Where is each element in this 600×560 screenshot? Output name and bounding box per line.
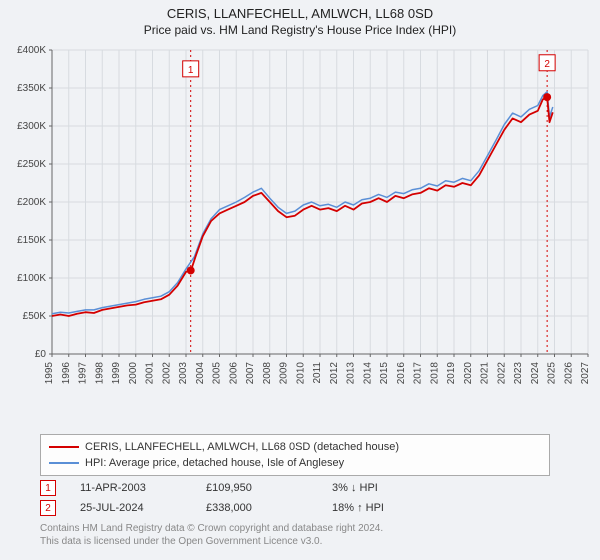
svg-text:2018: 2018 (429, 362, 440, 385)
page-subtitle: Price paid vs. HM Land Registry's House … (0, 23, 600, 37)
svg-text:£350K: £350K (17, 83, 46, 94)
svg-text:2022: 2022 (496, 362, 507, 385)
svg-text:£0: £0 (35, 349, 47, 360)
svg-text:2020: 2020 (463, 362, 474, 385)
legend-item: CERIS, LLANFECHELL, AMLWCH, LL68 0SD (de… (49, 439, 541, 455)
svg-text:1997: 1997 (78, 362, 89, 385)
page-title: CERIS, LLANFECHELL, AMLWCH, LL68 0SD (0, 6, 600, 21)
title-block: CERIS, LLANFECHELL, AMLWCH, LL68 0SD Pri… (0, 0, 600, 37)
svg-text:1999: 1999 (111, 362, 122, 385)
legend-label: CERIS, LLANFECHELL, AMLWCH, LL68 0SD (de… (85, 441, 399, 453)
legend-label: HPI: Average price, detached house, Isle… (85, 457, 344, 469)
svg-text:2024: 2024 (530, 362, 541, 385)
svg-text:£400K: £400K (17, 45, 46, 56)
sale-price: £338,000 (206, 502, 326, 514)
svg-text:2002: 2002 (161, 362, 172, 385)
svg-text:2000: 2000 (128, 362, 139, 385)
svg-text:2026: 2026 (563, 362, 574, 385)
sale-delta: 18% ↑ HPI (332, 502, 452, 514)
svg-text:2014: 2014 (362, 362, 373, 385)
price-chart: £0 £50K £100K £150K £200K £250K £300K £350K £400… (0, 44, 600, 404)
svg-text:2006: 2006 (228, 362, 239, 385)
sales-table: 1 11-APR-2003 £109,950 3% ↓ HPI 2 25-JUL… (40, 478, 550, 518)
legend-swatch (49, 462, 79, 464)
legend-item: HPI: Average price, detached house, Isle… (49, 455, 541, 471)
svg-text:2005: 2005 (212, 362, 223, 385)
svg-text:2012: 2012 (329, 362, 340, 385)
svg-text:£50K: £50K (23, 311, 47, 322)
legend: CERIS, LLANFECHELL, AMLWCH, LL68 0SD (de… (40, 434, 550, 476)
svg-text:1998: 1998 (94, 362, 105, 385)
svg-text:£200K: £200K (17, 197, 46, 208)
table-row: 2 25-JUL-2024 £338,000 18% ↑ HPI (40, 498, 550, 518)
svg-text:2015: 2015 (379, 362, 390, 385)
svg-text:2021: 2021 (480, 362, 491, 385)
svg-text:2011: 2011 (312, 362, 323, 384)
svg-text:2019: 2019 (446, 362, 457, 385)
svg-text:£100K: £100K (17, 273, 46, 284)
marker-badge: 2 (40, 500, 56, 516)
svg-text:2: 2 (544, 59, 550, 70)
marker-badge: 1 (40, 480, 56, 496)
svg-text:2017: 2017 (413, 362, 424, 385)
table-row: 1 11-APR-2003 £109,950 3% ↓ HPI (40, 478, 550, 498)
svg-text:£150K: £150K (17, 235, 46, 246)
svg-text:2007: 2007 (245, 362, 256, 385)
footer-line: Contains HM Land Registry data © Crown c… (40, 522, 383, 535)
svg-text:2023: 2023 (513, 362, 524, 385)
sale-delta: 3% ↓ HPI (332, 482, 452, 494)
svg-text:£300K: £300K (17, 121, 46, 132)
svg-text:2001: 2001 (145, 362, 156, 385)
footer: Contains HM Land Registry data © Crown c… (40, 522, 383, 548)
svg-text:1995: 1995 (44, 362, 55, 385)
svg-text:1: 1 (188, 65, 194, 76)
sale-date: 11-APR-2003 (62, 482, 200, 494)
footer-line: This data is licensed under the Open Gov… (40, 535, 383, 548)
svg-text:2004: 2004 (195, 362, 206, 385)
svg-text:2008: 2008 (262, 362, 273, 385)
svg-text:2013: 2013 (346, 362, 357, 385)
svg-text:2027: 2027 (580, 362, 591, 385)
svg-text:2025: 2025 (547, 362, 558, 385)
sale-price: £109,950 (206, 482, 326, 494)
legend-swatch (49, 446, 79, 448)
svg-text:2010: 2010 (295, 362, 306, 385)
svg-text:2016: 2016 (396, 362, 407, 385)
svg-text:2009: 2009 (279, 362, 290, 385)
svg-text:£250K: £250K (17, 159, 46, 170)
svg-text:2003: 2003 (178, 362, 189, 385)
sale-date: 25-JUL-2024 (62, 502, 200, 514)
svg-text:1996: 1996 (61, 362, 72, 385)
